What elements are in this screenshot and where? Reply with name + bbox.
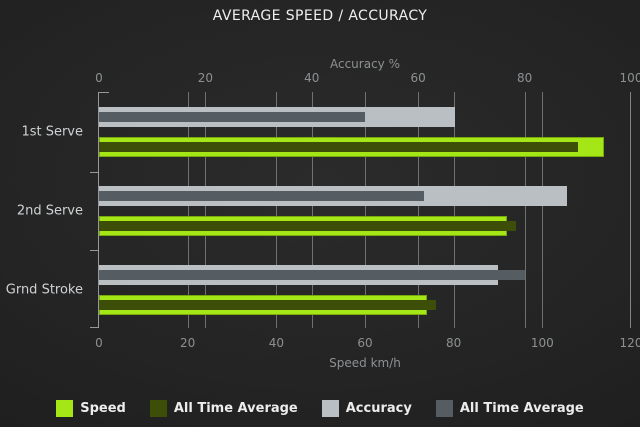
legend-label: All Time Average bbox=[459, 400, 584, 416]
y-axis-tick bbox=[99, 92, 109, 93]
gridline-speed bbox=[187, 92, 189, 328]
y-axis-tick bbox=[90, 327, 99, 328]
bar-speed-average bbox=[99, 142, 578, 152]
bar-accuracy-average bbox=[99, 270, 525, 280]
bottom-axis-tick-label: 20 bbox=[180, 336, 196, 350]
legend-label: Speed bbox=[80, 400, 126, 416]
bottom-axis-tick-label: 80 bbox=[446, 336, 462, 350]
bar-speed-average bbox=[99, 300, 436, 310]
y-axis-tick bbox=[90, 172, 99, 173]
bar-accuracy-average bbox=[99, 191, 424, 201]
gridline-speed bbox=[276, 92, 278, 328]
gridline-accuracy bbox=[311, 92, 313, 328]
top-axis-tick-label: 100 bbox=[619, 71, 640, 85]
legend-item: Speed bbox=[56, 399, 126, 417]
legend-swatch bbox=[149, 399, 167, 417]
legend-swatch bbox=[56, 399, 74, 417]
legend-item: Accuracy bbox=[321, 399, 412, 417]
category-label: Grnd Stroke bbox=[5, 282, 83, 298]
top-axis-tick-label: 60 bbox=[410, 71, 426, 85]
bottom-axis-title: Speed km/h bbox=[329, 356, 401, 370]
legend-item: All Time Average bbox=[149, 399, 298, 417]
category-labels: 1st Serve 2nd Serve Grnd Stroke bbox=[0, 92, 85, 328]
legend-swatch bbox=[435, 399, 453, 417]
gridline-speed bbox=[365, 92, 366, 328]
top-axis-tick-label: 40 bbox=[304, 71, 320, 85]
legend-swatch bbox=[321, 399, 339, 417]
bottom-axis-tick-label: 120 bbox=[619, 336, 640, 350]
plot-area bbox=[90, 92, 631, 328]
y-axis-tick bbox=[90, 250, 99, 251]
top-axis-tick-label: 80 bbox=[516, 71, 533, 85]
legend: Speed All Time Average Accuracy All Time Av… bbox=[0, 397, 640, 419]
gridline-accuracy bbox=[418, 92, 420, 328]
gridline-speed bbox=[542, 92, 544, 328]
bottom-axis-tick-label: 100 bbox=[530, 336, 554, 350]
bottom-axis-tick-label: 40 bbox=[268, 336, 284, 350]
bar-speed-average bbox=[99, 221, 516, 231]
chart-title: AVERAGE SPEED / ACCURACY bbox=[212, 8, 428, 24]
top-axis-title: Accuracy % bbox=[329, 57, 400, 71]
gridline-speed bbox=[453, 92, 455, 328]
legend-label: All Time Average bbox=[173, 400, 298, 416]
top-axis-tick-label: 0 bbox=[95, 71, 103, 85]
category-label: 1st Serve bbox=[21, 124, 83, 140]
legend-item: All Time Average bbox=[435, 399, 584, 417]
gridline-accuracy bbox=[630, 92, 631, 328]
legend-label: Accuracy bbox=[345, 400, 412, 416]
bottom-axis-tick-label: 60 bbox=[357, 336, 373, 350]
bottom-axis-tick-label: 0 bbox=[95, 336, 103, 350]
y-axis-line bbox=[98, 92, 99, 328]
gridline-accuracy bbox=[524, 92, 526, 328]
bar-accuracy-average bbox=[99, 112, 365, 122]
top-axis-tick-label: 20 bbox=[197, 71, 214, 85]
gridline-accuracy bbox=[205, 92, 207, 328]
category-label: 2nd Serve bbox=[16, 203, 83, 219]
